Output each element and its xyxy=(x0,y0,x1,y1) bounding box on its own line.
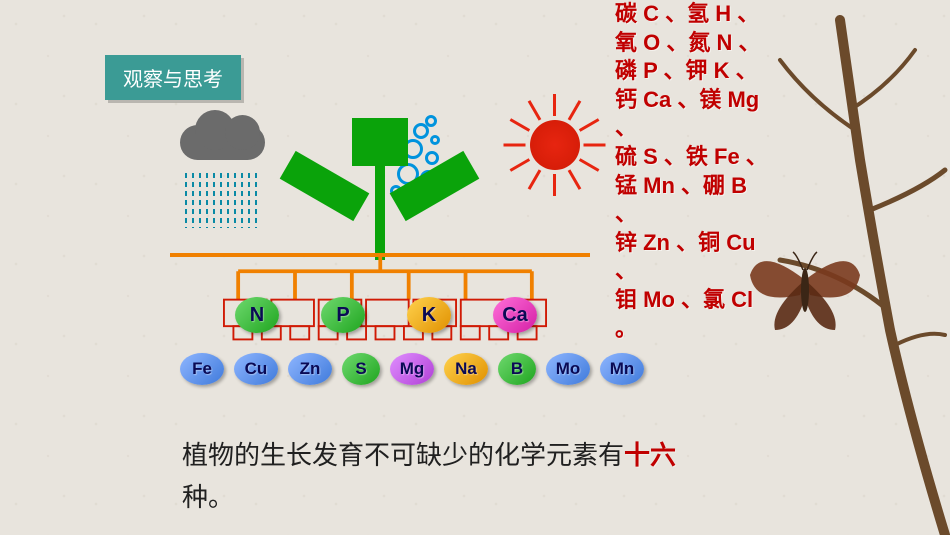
sun-icon xyxy=(530,120,580,170)
element-symbol: Cu xyxy=(245,359,268,379)
caption-sentence: 植物的生长发育不可缺少的化学元素有十六 种。 xyxy=(182,435,772,518)
element-list-item: 碳 C 、氢 H 、 xyxy=(615,0,775,29)
plant-icon xyxy=(320,120,440,260)
element-badge-ca: Ca xyxy=(493,297,537,333)
element-list-item: 钙 Ca 、镁 Mg 、 xyxy=(615,86,775,143)
element-symbol: Fe xyxy=(192,359,212,379)
element-list-item: 磷 P 、钾 K 、 xyxy=(615,57,775,86)
element-badge-mg: Mg xyxy=(390,353,434,385)
element-badge-na: Na xyxy=(444,353,488,385)
element-symbol: P xyxy=(336,304,349,327)
element-symbol: Zn xyxy=(300,359,321,379)
element-list-item: 钼 Mo 、氯 Cl 。 xyxy=(615,286,775,343)
element-row-bottom: Fe Cu Zn S Mg Na B Mo Mn xyxy=(180,353,644,385)
caption-highlight: 十六 xyxy=(624,441,676,470)
element-badge-n: N xyxy=(235,297,279,333)
cloud-icon xyxy=(180,125,265,170)
element-badge-s: S xyxy=(342,353,380,385)
element-list: 碳 C 、氢 H 、氧 O 、氮 N 、磷 P 、钾 K 、钙 Ca 、镁 Mg… xyxy=(615,0,775,343)
element-badge-mo: Mo xyxy=(546,353,590,385)
caption-prefix: 植物的生长发育不可缺少的化学元素有 xyxy=(182,441,624,470)
element-symbol: Mg xyxy=(400,359,425,379)
element-badge-zn: Zn xyxy=(288,353,332,385)
plant-diagram: NPKCa FeCuZnSMgNaBMoMn xyxy=(170,105,590,395)
section-badge-label: 观察与思考 xyxy=(123,69,223,91)
element-list-item: 氧 O 、氮 N 、 xyxy=(615,29,775,58)
element-row-top: N P K Ca xyxy=(235,297,537,333)
element-list-item: 锌 Zn 、铜 Cu 、 xyxy=(615,229,775,286)
element-symbol: S xyxy=(355,359,366,379)
element-symbol: Na xyxy=(455,359,477,379)
element-badge-fe: Fe xyxy=(180,353,224,385)
element-list-item: 硫 S 、铁 Fe 、 xyxy=(615,143,775,172)
element-symbol: B xyxy=(511,359,523,379)
element-badge-mn: Mn xyxy=(600,353,644,385)
element-symbol: Ca xyxy=(502,304,528,327)
caption-suffix: 种。 xyxy=(182,483,234,512)
element-badge-p: P xyxy=(321,297,365,333)
element-symbol: N xyxy=(250,304,264,327)
element-symbol: Mo xyxy=(556,359,581,379)
element-badge-k: K xyxy=(407,297,451,333)
element-badge-cu: Cu xyxy=(234,353,278,385)
element-badge-b: B xyxy=(498,353,536,385)
section-badge: 观察与思考 xyxy=(105,55,241,100)
element-list-item: 锰 Mn 、硼 B 、 xyxy=(615,172,775,229)
rain-icon xyxy=(185,173,265,228)
element-symbol: Mn xyxy=(610,359,635,379)
element-symbol: K xyxy=(422,304,436,327)
